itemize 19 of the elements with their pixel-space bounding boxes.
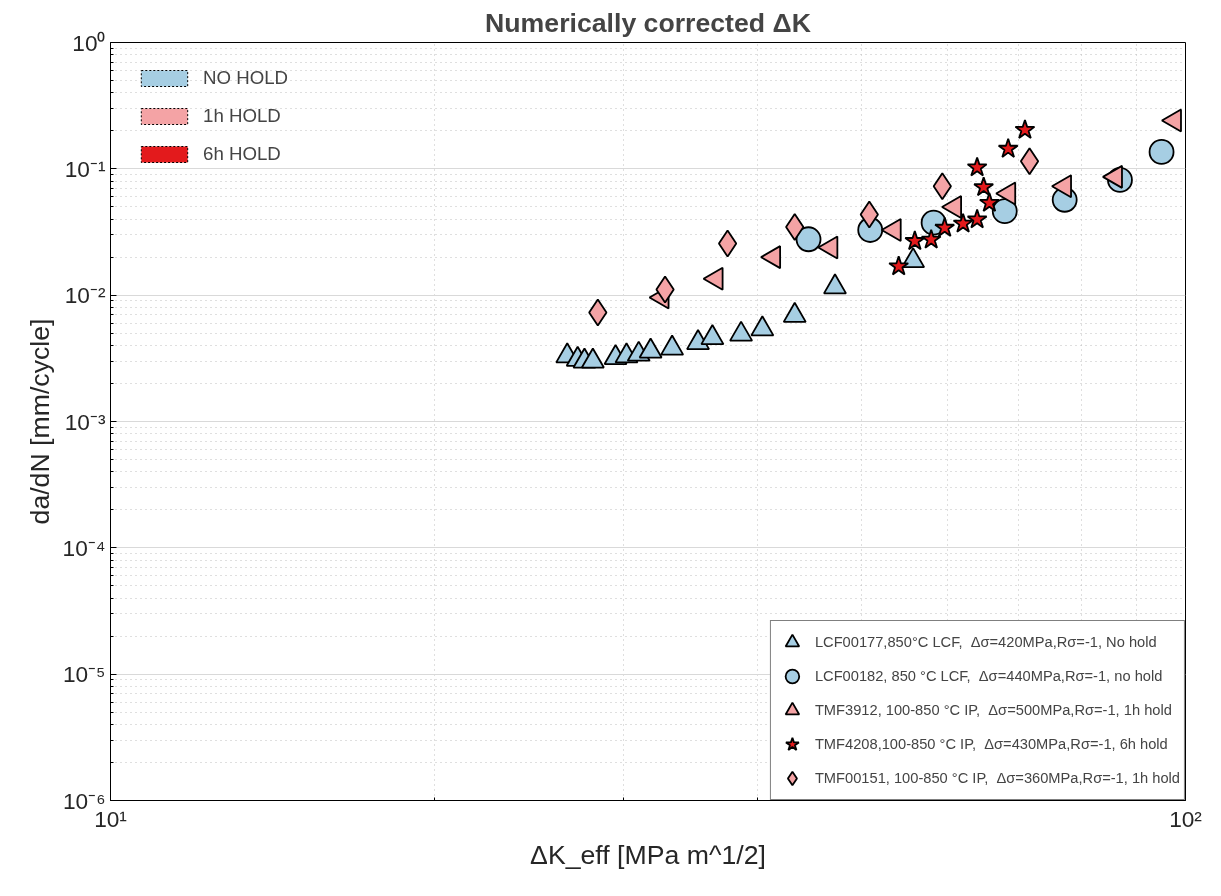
legend-label: TMF00151, 100-850 °C IP, Δσ=360MPa,Rσ=-1, 1h hold: [814, 770, 1180, 786]
legend-label: LCF00182, 850 °C LCF, Δσ=440MPa,Rσ=-1, no hold: [814, 668, 1163, 684]
y-tick-label: 10⁻³: [64, 408, 106, 435]
y-tick-label: 10⁻⁴: [62, 534, 106, 561]
x-axis-title: ΔK_eff [MPa m^1/2]: [530, 839, 766, 870]
chart-title: Numerically corrected ΔK: [485, 7, 811, 38]
y-tick-label: 10⁻²: [64, 282, 106, 309]
legend-label: TMF3912, 100-850 °C IP, Δσ=500MPa,Rσ=-1, 1h hold: [814, 702, 1172, 718]
y-tick-label: 10⁰: [72, 29, 106, 56]
y-tick-label: 10⁻¹: [64, 155, 106, 182]
y-axis-title: da/dN [mm/cycle]: [24, 318, 55, 525]
x-tick-label: 10²: [1169, 805, 1203, 832]
legend-label: TMF4208,100-850 °C IP, Δσ=430MPa,Rσ=-1, 6h hold: [814, 736, 1168, 752]
legend-label: 1h HOLD: [203, 105, 281, 127]
legend-label: 6h HOLD: [203, 143, 281, 165]
legend-label: NO HOLD: [203, 67, 289, 89]
x-tick-label: 10¹: [94, 805, 128, 832]
y-tick-label: 10⁻⁵: [62, 661, 106, 688]
legend-label: LCF00177,850°C LCF, Δσ=420MPa,Rσ=-1, No hold: [814, 634, 1157, 650]
